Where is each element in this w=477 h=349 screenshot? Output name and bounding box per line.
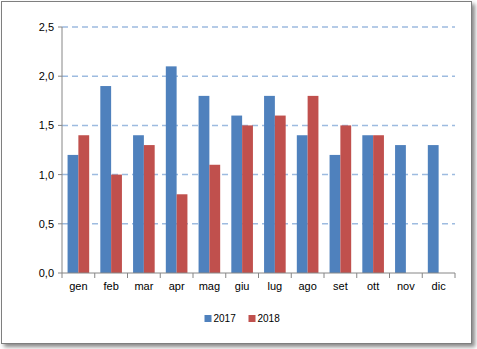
x-tick-label: dic [432,280,447,292]
bar [231,116,242,273]
x-tick [389,273,390,278]
legend-swatch [249,315,256,322]
x-tick-label: gen [69,280,87,292]
bar [395,145,406,273]
bar [373,135,384,273]
bar [242,125,253,273]
y-tick-label: 2,5 [39,21,54,33]
bar [209,165,220,273]
x-tick-label: feb [103,280,118,292]
bar [68,155,79,273]
x-tick-label: mag [199,280,220,292]
x-tick-label: mar [134,280,153,292]
chart-svg: 0,0 0,5 1,0 1,5 2,0 2,5 gen feb mar apr mag giu lug a… [0,0,477,349]
y-tick [58,174,62,175]
x-tick [94,273,95,278]
x-tick-label: set [333,280,348,292]
bar [144,145,155,273]
y-tick [58,76,62,77]
bar [330,155,341,273]
bar [428,145,439,273]
y-tick-label: 0,5 [39,218,54,230]
bar [308,96,319,273]
bar [275,116,286,273]
x-tick-label: ott [367,280,379,292]
bar [340,125,351,273]
x-tick [356,273,357,278]
y-tick [58,223,62,224]
bar [199,96,210,273]
bar [297,135,308,273]
x-tick [62,273,63,278]
legend-label: 2018 [258,313,281,324]
x-tick-label: nov [397,280,415,292]
x-tick [291,273,292,278]
y-tick [58,273,62,274]
x-tick [225,273,226,278]
y-tick-label: 2,0 [39,70,54,82]
x-tick-label: giu [235,280,250,292]
x-tick [160,273,161,278]
legend-swatch [205,315,212,322]
bar [100,86,111,273]
x-tick [422,273,423,278]
x-tick [258,273,259,278]
y-tick [58,125,62,126]
bar [166,66,177,273]
x-tick [455,273,456,278]
x-tick [193,273,194,278]
x-tick-label: ago [298,280,316,292]
bar [264,96,275,273]
bar [177,194,188,273]
bar [78,135,89,273]
y-tick [58,27,62,28]
bars [68,66,439,273]
y-tick-label: 1,5 [39,119,54,131]
y-axis [62,27,63,273]
x-tick [324,273,325,278]
bar [362,135,373,273]
grid-line [62,125,455,127]
bar [111,175,122,273]
x-tick-label: lug [268,280,283,292]
x-tick-label: apr [169,280,185,292]
x-tick [127,273,128,278]
legend-label: 2017 [214,313,237,324]
y-tick-label: 1,0 [39,169,54,181]
grid-line [62,75,455,77]
bar [133,135,144,273]
y-tick-label: 0,0 [39,267,54,279]
grid-line [62,26,455,28]
